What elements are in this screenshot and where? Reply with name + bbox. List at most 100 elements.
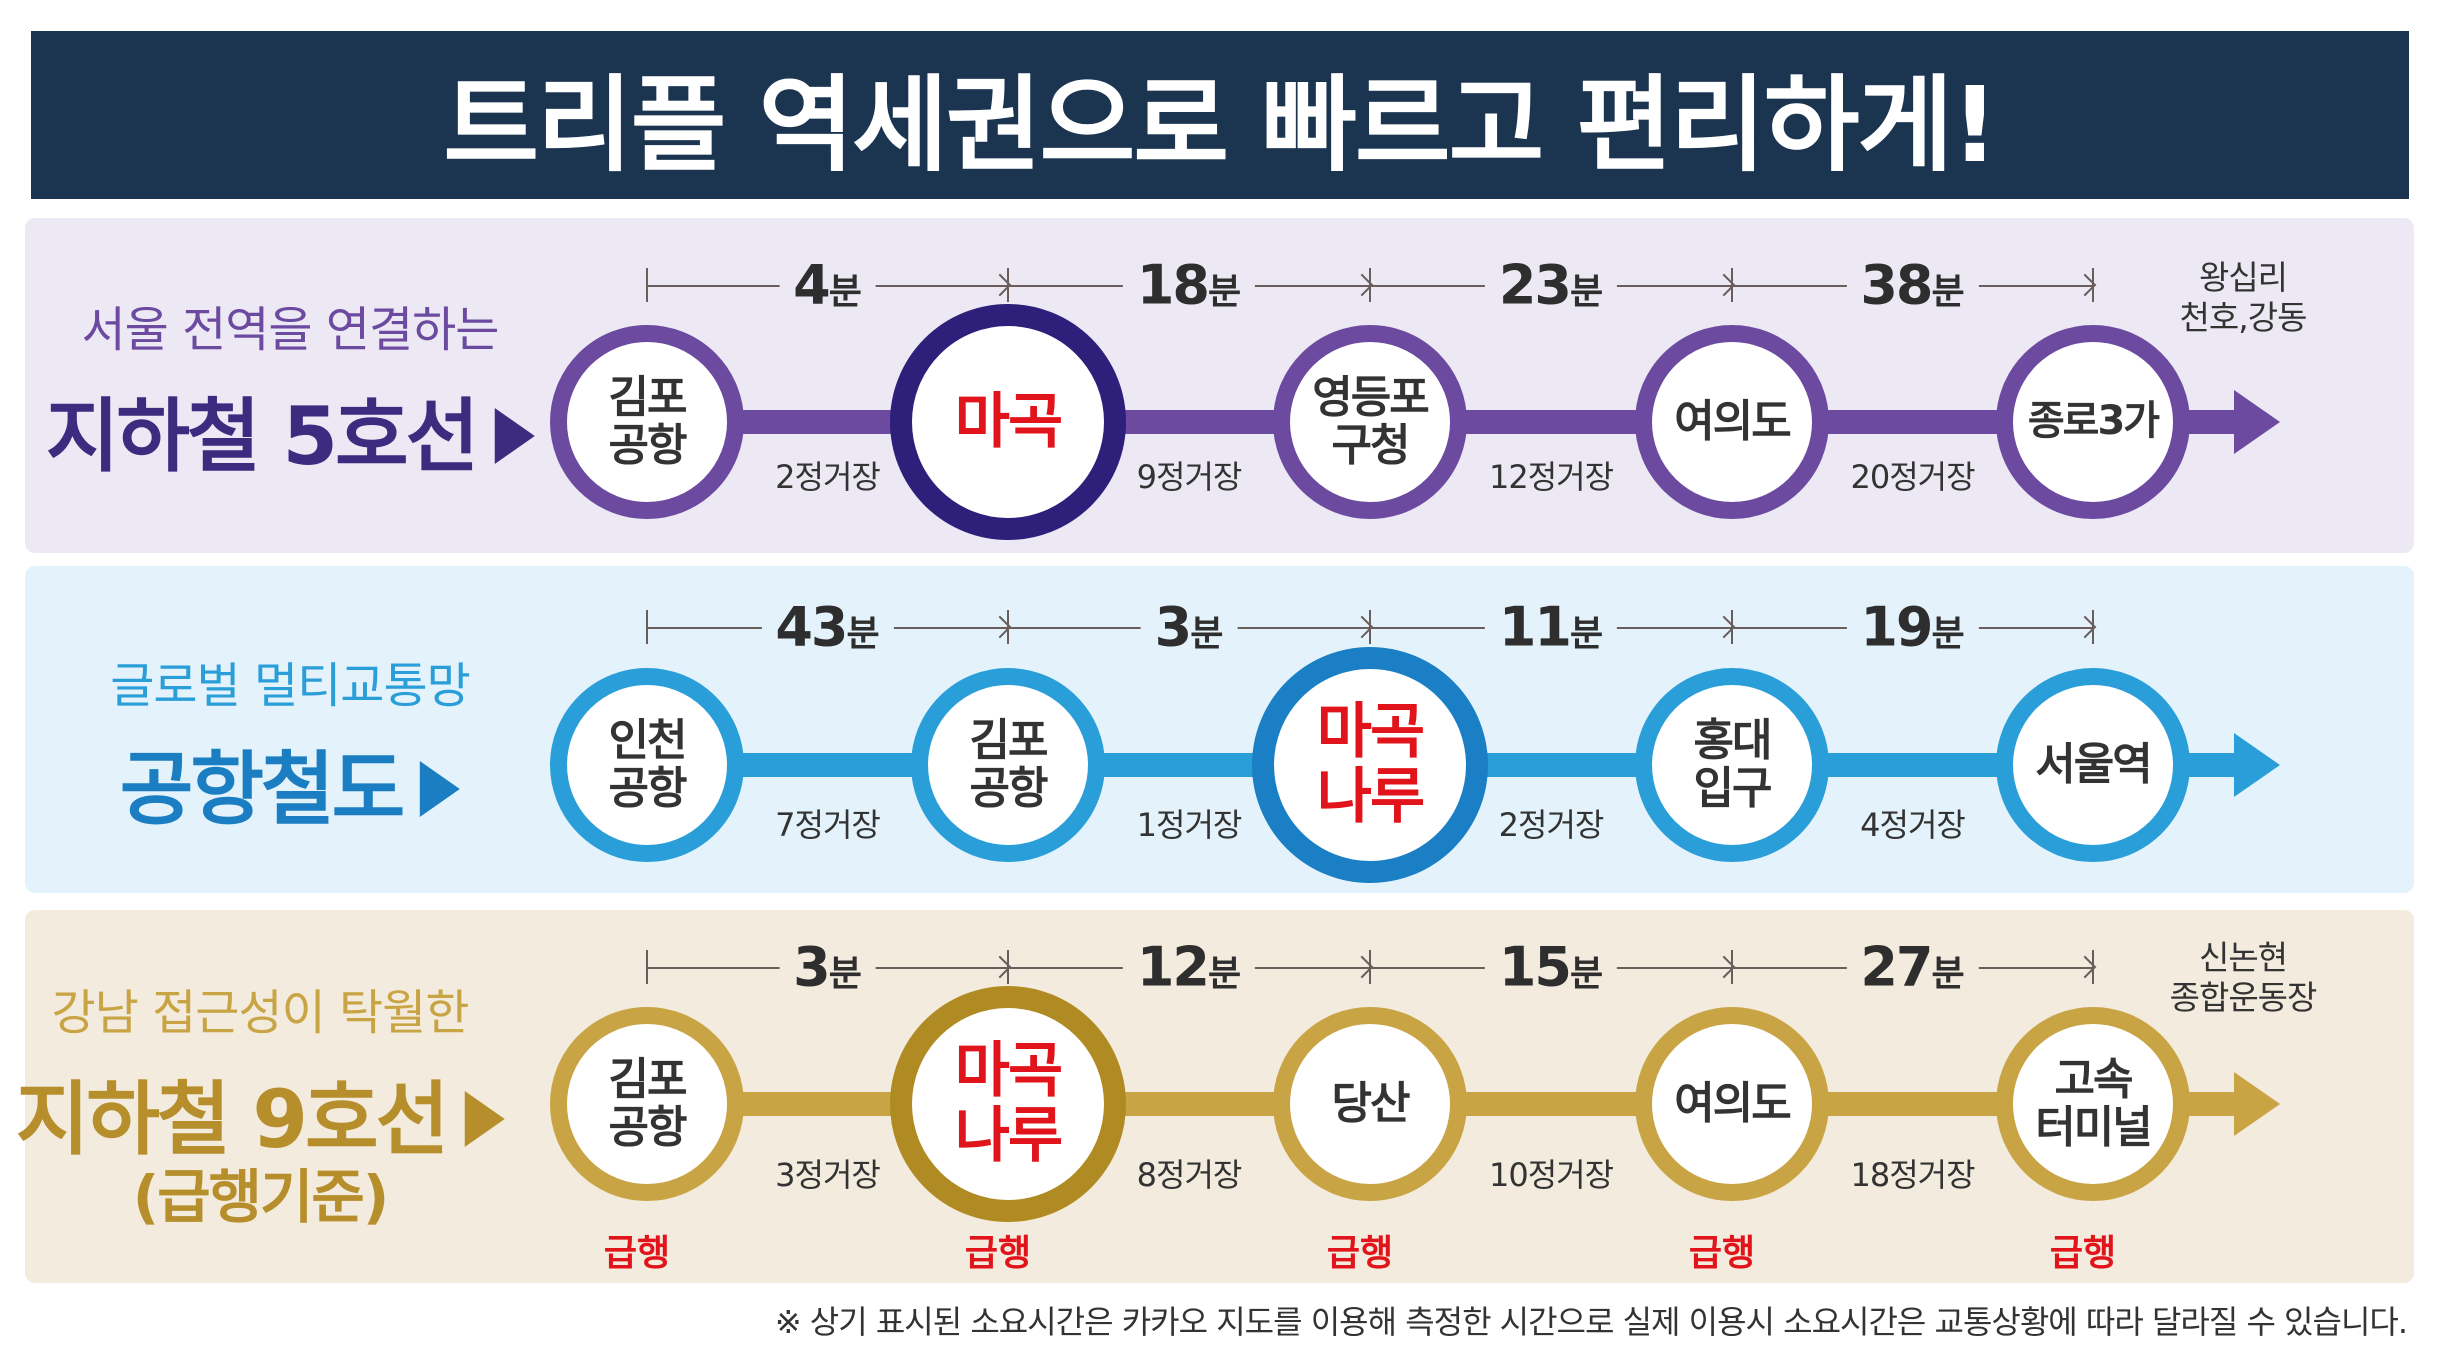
travel-time-unit: 분 — [1190, 613, 1224, 655]
travel-time-label: 3분 — [779, 935, 876, 999]
dimension-tick — [1369, 268, 1371, 302]
travel-time-unit: 분 — [1931, 271, 1965, 313]
line-subtitle: 글로벌 멀티교통망 — [110, 658, 471, 714]
stop-count-label: 2정거장 — [775, 458, 881, 496]
station-circle: 마곡 — [890, 304, 1126, 540]
station-name: 마곡 나루 — [1316, 697, 1425, 832]
station-circle: 홍대 입구 — [1635, 668, 1829, 862]
line-title-text: 지하철 9호선 — [15, 1073, 450, 1166]
travel-time-unit: 분 — [1931, 613, 1965, 655]
travel-time-label: 43분 — [761, 595, 894, 659]
station-name: 마곡 나루 — [954, 1036, 1063, 1171]
travel-time-unit: 분 — [1570, 271, 1604, 313]
dimension-tick — [1731, 950, 1733, 984]
dimension-tick — [2092, 950, 2094, 984]
destination-label: 신논현 종합운동장 — [2169, 938, 2318, 1017]
travel-time-unit: 분 — [1931, 953, 1965, 995]
travel-time-unit: 분 — [1208, 953, 1242, 995]
express-badge: 급행 — [603, 1233, 671, 1274]
station-name: 여의도 — [1674, 1078, 1791, 1130]
triangle-right-icon — [420, 761, 461, 818]
station-circle: 고속 터미널 — [1996, 1007, 2190, 1201]
travel-time-unit: 분 — [1570, 613, 1604, 655]
stop-count-label: 9정거장 — [1136, 458, 1243, 496]
station-name: 고속 터미널 — [2035, 1054, 2152, 1153]
station-name: 김포 공항 — [608, 1054, 688, 1153]
travel-time-unit: 분 — [828, 953, 862, 995]
line-title: 공항철도 — [119, 725, 461, 841]
stop-count-label: 1정거장 — [1136, 806, 1243, 844]
travel-time-value: 43 — [775, 595, 848, 659]
station-circle: 서울역 — [1996, 668, 2190, 862]
station-name: 당산 — [1331, 1078, 1411, 1130]
express-badge: 급행 — [1326, 1233, 1394, 1274]
station-name: 김포 공항 — [608, 372, 688, 471]
dimension-tick — [1731, 610, 1733, 644]
line-subtitle: 강남 접근성이 탁월한 — [51, 985, 470, 1041]
line-title: 지하철 5호선 — [46, 372, 535, 488]
stop-count-label: 18정거장 — [1850, 1156, 1975, 1194]
station-circle: 마곡 나루 — [1252, 647, 1488, 883]
station-circle: 인천 공항 — [550, 668, 744, 862]
station-name: 여의도 — [1674, 396, 1791, 448]
dimension-tick — [646, 268, 648, 302]
dimension-tick — [2092, 268, 2094, 302]
stop-count-label: 10정거장 — [1488, 1156, 1614, 1194]
station-circle: 김포 공항 — [911, 668, 1105, 862]
line-title: 지하철 9호선 — [16, 1055, 505, 1171]
travel-time-value: 4 — [793, 253, 831, 317]
header-banner: 트리플 역세권으로 빠르고 편리하게! — [31, 31, 2409, 199]
arrow-right-icon — [2234, 733, 2280, 797]
travel-time-value: 27 — [1860, 935, 1933, 999]
travel-time-label: 3분 — [1140, 595, 1238, 659]
triangle-right-icon — [494, 408, 535, 465]
station-name: 종로3가 — [2027, 398, 2160, 445]
triangle-right-icon — [464, 1091, 505, 1148]
stop-count-label: 12정거장 — [1488, 458, 1614, 496]
station-circle: 영등포 구청 — [1273, 325, 1467, 519]
station-circle: 마곡 나루 — [890, 986, 1126, 1222]
stop-count-label: 7정거장 — [775, 806, 881, 844]
station-name: 인천 공항 — [608, 715, 688, 814]
stop-count-label: 2정거장 — [1498, 806, 1605, 844]
dimension-tick — [1007, 950, 1009, 984]
stop-count-label: 3정거장 — [775, 1156, 881, 1194]
station-circle: 종로3가 — [1996, 325, 2190, 519]
dimension-tick — [2092, 610, 2094, 644]
line-title-text: 지하철 5호선 — [45, 390, 480, 483]
line-title-note: (급행기준) — [132, 1163, 389, 1231]
dimension-tick — [646, 950, 648, 984]
travel-time-value: 38 — [1860, 253, 1933, 317]
travel-time-value: 19 — [1860, 595, 1933, 659]
stop-count-label: 8정거장 — [1136, 1156, 1243, 1194]
station-name: 김포 공항 — [969, 715, 1049, 814]
travel-time-unit: 분 — [1208, 271, 1242, 313]
travel-time-unit: 분 — [1570, 953, 1604, 995]
travel-time-value: 3 — [793, 935, 831, 999]
station-circle: 김포 공항 — [550, 325, 744, 519]
stop-count-label: 20정거장 — [1850, 458, 1975, 496]
travel-time-unit: 분 — [846, 613, 880, 655]
line-subtitle: 서울 전역을 연결하는 — [81, 302, 500, 358]
travel-time-value: 15 — [1498, 935, 1572, 999]
travel-time-label: 19분 — [1846, 595, 1979, 659]
dimension-tick — [1369, 610, 1371, 644]
line-title-text: 공항철도 — [119, 743, 405, 836]
dimension-tick — [646, 610, 648, 644]
express-badge: 급행 — [1688, 1233, 1756, 1274]
travel-time-label: 12분 — [1122, 935, 1256, 999]
station-circle: 김포 공항 — [550, 1007, 744, 1201]
travel-time-label: 23분 — [1484, 253, 1618, 317]
travel-time-label: 15분 — [1484, 935, 1618, 999]
arrow-right-icon — [2234, 1072, 2280, 1136]
station-name: 영등포 구청 — [1312, 372, 1429, 471]
travel-time-value: 12 — [1136, 935, 1210, 999]
station-circle: 여의도 — [1635, 1007, 1829, 1201]
travel-time-label: 27분 — [1846, 935, 1979, 999]
station-name: 서울역 — [2035, 739, 2152, 791]
travel-time-label: 18분 — [1122, 253, 1256, 317]
travel-time-label: 4분 — [779, 253, 876, 317]
station-name: 마곡 — [954, 386, 1063, 457]
dimension-tick — [1007, 268, 1009, 302]
footnote: ※ 상기 표시된 소요시간은 카카오 지도를 이용해 측정한 시간으로 실제 이… — [774, 1303, 2408, 1341]
